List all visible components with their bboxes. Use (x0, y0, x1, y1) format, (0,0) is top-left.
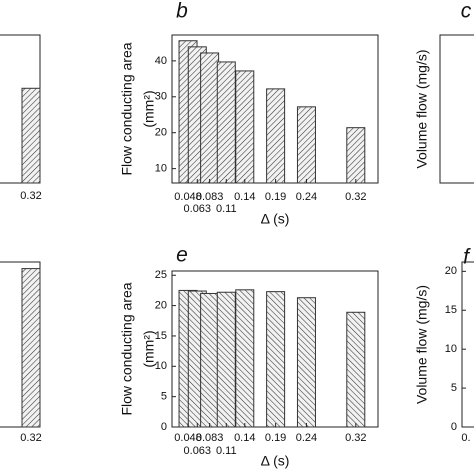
bar (266, 88, 286, 184)
x-tick-label: 0.11 (216, 445, 237, 457)
y-axis-label: (mm²) (141, 90, 157, 127)
y-tick-label: 5 (161, 391, 167, 403)
bar (235, 289, 255, 428)
y-tick-label: 30 (155, 91, 167, 103)
y-axis-label: Volume flow (mg/s) (414, 49, 430, 168)
y-tick-label: 10 (155, 360, 167, 372)
y-tick-label: 10 (445, 343, 457, 355)
x-tick-label: 0.24 (296, 432, 317, 444)
y-tick-label: 20 (155, 300, 167, 312)
bar (266, 291, 286, 428)
panel-letter: e (176, 244, 188, 267)
bar (216, 61, 236, 184)
x-tick-label: 0.32 (20, 432, 41, 444)
y-axis-label: Flow conducting area (119, 282, 135, 415)
x-tick-label: 0.083 (196, 432, 224, 444)
bar (216, 291, 236, 428)
bar (296, 297, 316, 428)
x-tick-label: 0.048 (174, 191, 202, 203)
x-tick-label: 0.083 (196, 191, 224, 203)
panel-letter: b (176, 0, 188, 23)
x-axis-label: Δ (s) (261, 453, 290, 469)
bar (21, 87, 41, 184)
panel-letter: f (463, 246, 471, 269)
bar (200, 52, 220, 184)
y-tick-label: 25 (155, 269, 167, 281)
x-tick-label: 0.048 (174, 432, 202, 444)
x-tick-label: 0.32 (345, 432, 366, 444)
y-tick-label: 0 (451, 421, 457, 433)
bar (21, 268, 41, 428)
y-tick-label: 0 (161, 421, 167, 433)
x-tick-label: 0.32 (345, 191, 366, 203)
x-tick-label: 0.19 (265, 191, 286, 203)
y-tick-label: 40 (155, 55, 167, 67)
y-tick-label: 10 (155, 163, 167, 175)
bar (296, 106, 316, 184)
y-tick-label: 20 (155, 127, 167, 139)
y-axis-label: Flow conducting area (119, 42, 135, 175)
x-tick-label: 0.32 (20, 190, 41, 202)
y-tick-label: 20 (445, 265, 457, 277)
y-tick-label: 15 (155, 330, 167, 342)
x-tick-label: 0.24 (296, 191, 317, 203)
y-tick-label: 5 (451, 382, 457, 394)
x-tick-label: 0.063 (184, 203, 212, 215)
bar (200, 292, 220, 428)
bar (235, 70, 255, 184)
y-axis-label: Volume flow (mg/s) (414, 285, 430, 404)
x-tick-label: 0. (461, 432, 470, 444)
x-axis-label: Δ (s) (261, 211, 290, 227)
plot-frame (439, 34, 474, 184)
y-axis-label: (mm²) (141, 330, 157, 367)
x-tick-label: 0.14 (234, 432, 255, 444)
x-tick-label: 0.19 (265, 432, 286, 444)
plot-frame (461, 261, 474, 428)
y-tick-label: 15 (445, 304, 457, 316)
x-tick-label: 0.14 (234, 191, 255, 203)
bar (346, 311, 366, 428)
panel-letter: c (461, 0, 472, 23)
x-tick-label: 0.11 (216, 203, 237, 215)
x-tick-label: 0.063 (184, 445, 212, 457)
bar (346, 127, 366, 184)
